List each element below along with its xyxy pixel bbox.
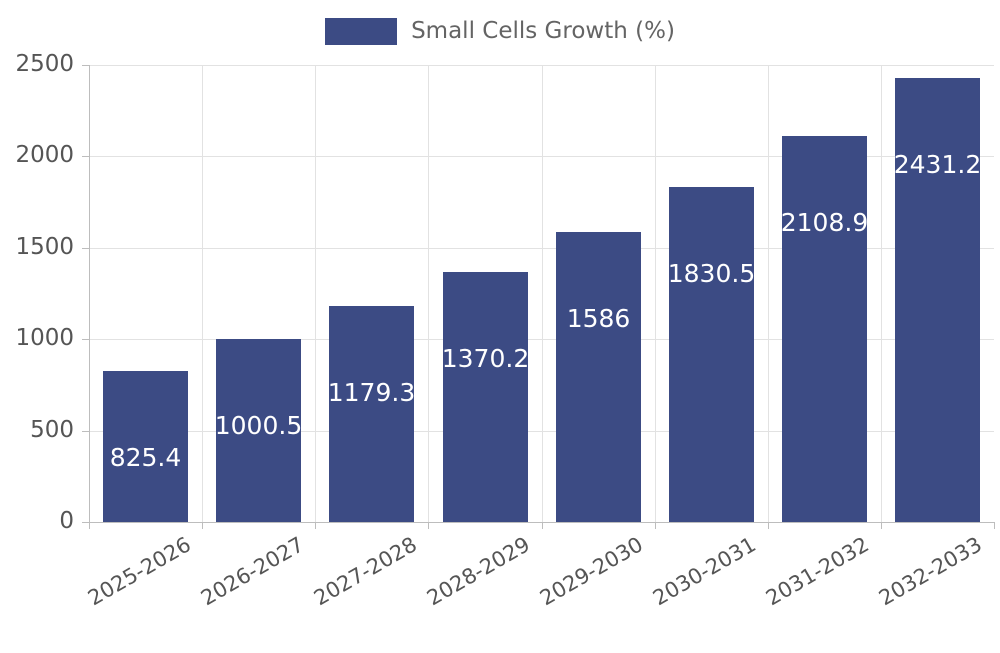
bar[interactable] bbox=[103, 371, 188, 522]
y-tick-label: 1500 bbox=[15, 234, 74, 260]
bar-value-label: 2108.9 bbox=[780, 208, 869, 237]
x-tick-label: 2025-2026 bbox=[83, 532, 195, 611]
x-tick-mark bbox=[315, 522, 316, 529]
bar-value-label: 2431.2 bbox=[893, 150, 982, 179]
y-tick-label: 1000 bbox=[15, 325, 74, 351]
gridline-vertical bbox=[315, 65, 316, 522]
y-tick-mark bbox=[82, 431, 89, 432]
gridline-vertical bbox=[542, 65, 543, 522]
y-tick-mark bbox=[82, 156, 89, 157]
gridline-vertical bbox=[428, 65, 429, 522]
gridline-vertical bbox=[768, 65, 769, 522]
bar-value-label: 1179.3 bbox=[327, 378, 416, 407]
gridline-vertical bbox=[881, 65, 882, 522]
legend-item-label: Small Cells Growth (%) bbox=[411, 17, 675, 44]
gridline-horizontal bbox=[89, 156, 994, 157]
x-axis-spine bbox=[89, 522, 994, 523]
x-tick-mark bbox=[202, 522, 203, 529]
y-tick-mark bbox=[82, 339, 89, 340]
x-tick-mark bbox=[768, 522, 769, 529]
y-tick-mark bbox=[82, 248, 89, 249]
legend-item-small-cells-growth[interactable]: Small Cells Growth (%) bbox=[325, 17, 675, 45]
gridline-vertical bbox=[655, 65, 656, 522]
bar-value-label: 1830.5 bbox=[667, 259, 756, 288]
x-tick-mark bbox=[542, 522, 543, 529]
bar-value-label: 1370.2 bbox=[441, 344, 530, 373]
gridline-vertical bbox=[202, 65, 203, 522]
bar[interactable] bbox=[216, 339, 301, 522]
x-tick-mark bbox=[89, 522, 90, 529]
gridline-horizontal bbox=[89, 65, 994, 66]
gridline-horizontal bbox=[89, 248, 994, 249]
x-tick-mark bbox=[881, 522, 882, 529]
bar[interactable] bbox=[329, 306, 414, 522]
bar-chart: Small Cells Growth (%) 825.4 1000.5 1179.3… bbox=[0, 14, 1000, 611]
y-tick-label: 2500 bbox=[15, 51, 74, 77]
x-tick-mark bbox=[655, 522, 656, 529]
y-tick-mark bbox=[82, 522, 89, 523]
bar-value-label: 1586 bbox=[566, 304, 631, 333]
bar-value-label: 825.4 bbox=[109, 443, 182, 472]
y-tick-label: 500 bbox=[30, 417, 74, 443]
y-axis-spine bbox=[89, 65, 90, 522]
plot-area: 825.4 1000.5 1179.3 1370.2 1586 1830.5 2108.9 2… bbox=[89, 65, 994, 523]
y-tick-mark bbox=[82, 65, 89, 66]
bar[interactable] bbox=[556, 232, 641, 522]
legend-swatch-icon bbox=[325, 17, 398, 45]
bar[interactable] bbox=[669, 187, 754, 522]
bar[interactable] bbox=[895, 78, 980, 522]
chart-legend: Small Cells Growth (%) bbox=[0, 14, 1000, 48]
bar-value-label: 1000.5 bbox=[214, 411, 303, 440]
bar[interactable] bbox=[782, 136, 867, 522]
bar[interactable] bbox=[443, 272, 528, 522]
x-tick-mark bbox=[428, 522, 429, 529]
x-tick-mark bbox=[994, 522, 995, 529]
y-tick-label: 0 bbox=[59, 508, 74, 534]
gridline-horizontal bbox=[89, 431, 994, 432]
gridline-horizontal bbox=[89, 339, 994, 340]
y-tick-label: 2000 bbox=[15, 142, 74, 168]
